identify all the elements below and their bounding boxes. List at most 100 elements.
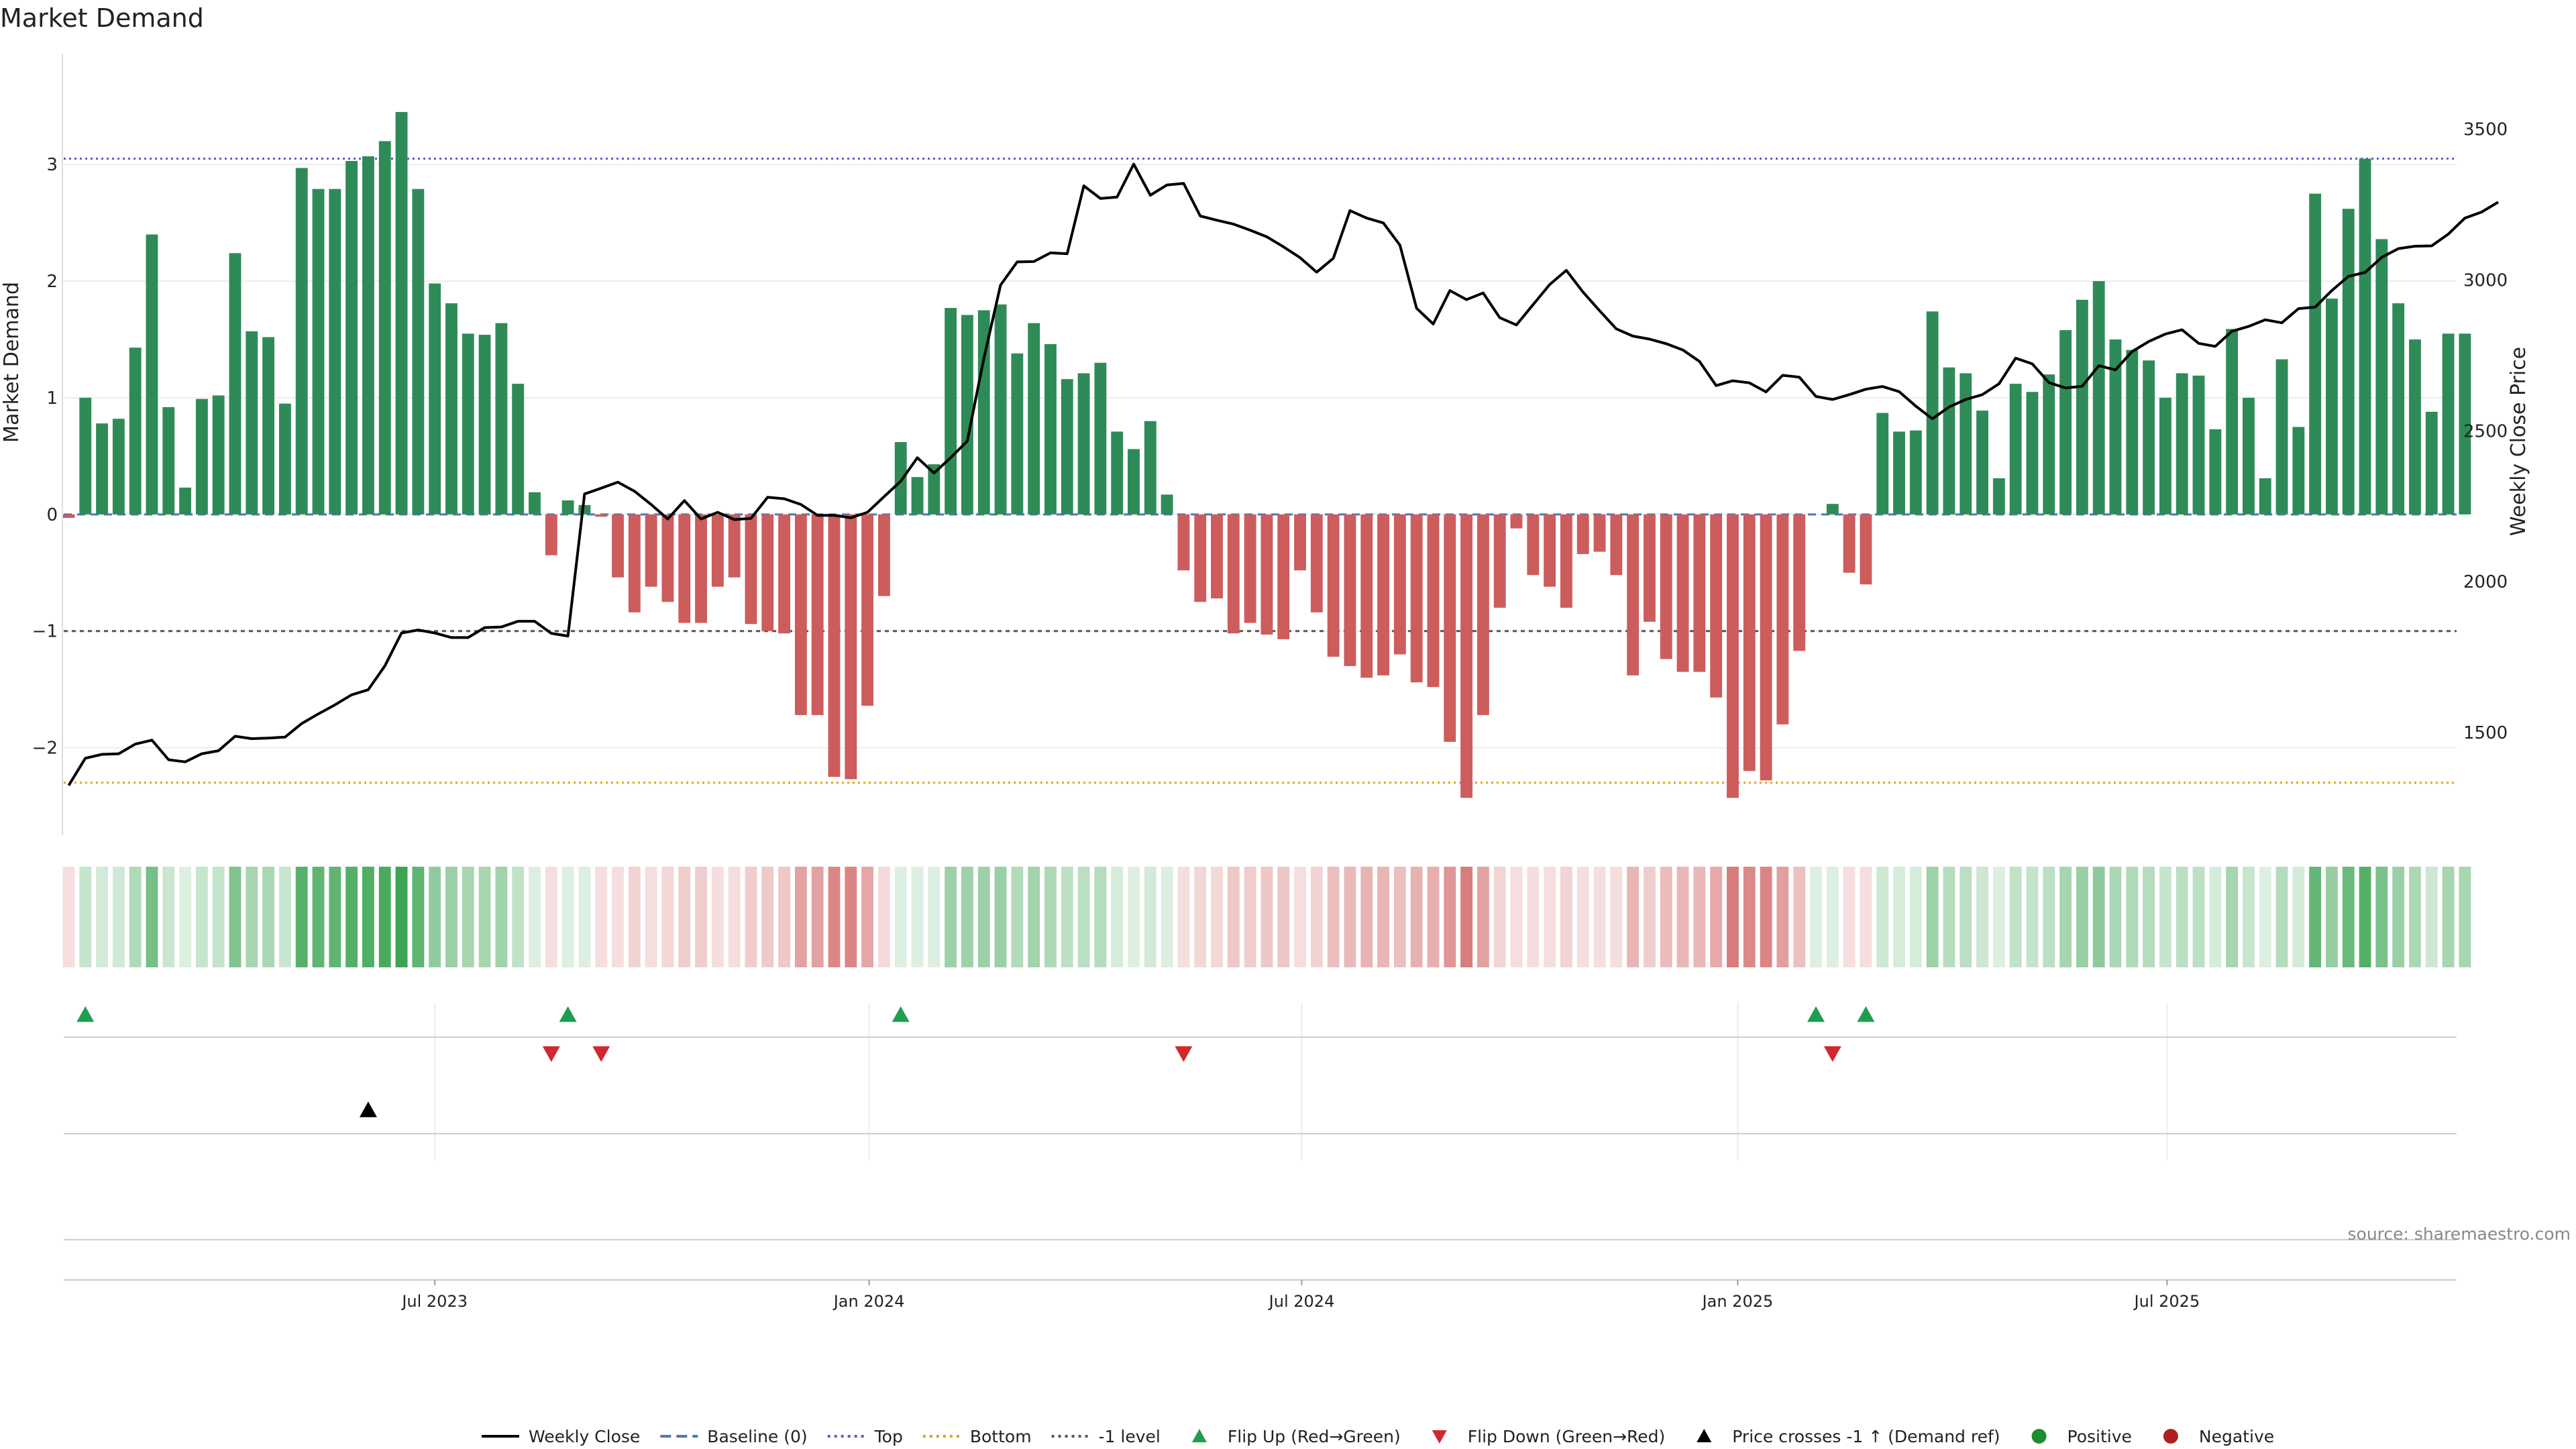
heat-cell-1 (79, 867, 92, 967)
heat-cell-27 (512, 867, 525, 967)
y-tick-label-1: 2 (46, 272, 58, 292)
heat-cell-87 (1510, 867, 1523, 967)
heat-cell-29 (545, 867, 557, 967)
legend-item-3: Bottom (922, 1427, 1032, 1446)
bar-124 (2126, 350, 2139, 515)
heat-cell-91 (1576, 867, 1589, 967)
bar-75 (1310, 514, 1323, 612)
heat-cell-18 (362, 867, 374, 967)
heat-cell-124 (2126, 867, 2139, 967)
heat-cell-75 (1310, 867, 1323, 967)
heat-cell-31 (578, 867, 591, 967)
legend-item-8: Positive (2031, 1427, 2132, 1446)
bar-113 (1943, 367, 1955, 515)
heat-cell-17 (345, 867, 358, 967)
bar-140 (2392, 303, 2405, 515)
bar-14 (295, 168, 308, 515)
heat-cell-106 (1826, 867, 1839, 967)
bar-41 (745, 514, 757, 625)
heat-cell-19 (378, 867, 391, 967)
legend-label-2: Top (874, 1427, 903, 1446)
heat-cell-28 (529, 867, 541, 967)
bar-38 (695, 514, 707, 623)
heat-cell-39 (711, 867, 724, 967)
heat-cell-42 (761, 867, 774, 967)
legend-swatch-6 (1432, 1430, 1447, 1444)
bar-118 (2026, 392, 2039, 515)
bar-131 (2243, 397, 2255, 515)
legend-label-4: -1 level (1099, 1427, 1161, 1446)
bar-51 (911, 477, 924, 515)
heat-cell-104 (1793, 867, 1806, 967)
heat-cell-23 (445, 867, 458, 967)
heat-cell-96 (1660, 867, 1672, 967)
x-tick-label-4: Jul 2025 (2133, 1292, 2200, 1311)
heat-cell-139 (2375, 867, 2388, 967)
y-axis-label: Market Demand (0, 282, 23, 443)
bar-60 (1061, 379, 1073, 515)
y2-tick-label-0: 3500 (2463, 119, 2508, 140)
heat-cell-52 (928, 867, 941, 967)
legend-swatch-5 (1191, 1429, 1207, 1442)
bar-18 (362, 156, 374, 515)
heat-cell-24 (462, 867, 474, 967)
bar-94 (1627, 514, 1640, 676)
bar-57 (1011, 353, 1024, 515)
heat-cell-135 (2309, 867, 2322, 967)
heat-cell-143 (2442, 867, 2455, 967)
bar-120 (2059, 330, 2072, 515)
bar-36 (661, 514, 674, 602)
heat-cell-38 (695, 867, 707, 967)
bar-108 (1860, 514, 1872, 585)
legend-label-5: Flip Up (Red→Green) (1228, 1427, 1401, 1446)
y-tick-label-2: 1 (46, 388, 58, 409)
heat-cell-55 (977, 867, 990, 967)
heat-cell-4 (129, 867, 142, 967)
heat-cell-121 (2076, 867, 2088, 967)
heat-cell-122 (2092, 867, 2105, 967)
bar-25 (478, 335, 491, 515)
bar-89 (1544, 514, 1556, 587)
heat-cell-60 (1061, 867, 1073, 967)
heat-cell-70 (1227, 867, 1240, 967)
heat-cell-95 (1644, 867, 1656, 967)
weekly-close-polyline (67, 162, 2500, 786)
bar-73 (1277, 514, 1290, 639)
bar-39 (711, 514, 724, 587)
heat-cell-36 (661, 867, 674, 967)
bar-35 (645, 514, 657, 587)
heat-strip (62, 867, 2471, 967)
heat-cell-100 (1727, 867, 1739, 967)
legend-item-6: Flip Down (Green→Red) (1432, 1427, 1665, 1446)
bar-17 (345, 160, 358, 515)
heat-cell-144 (2459, 867, 2471, 967)
bar-98 (1693, 514, 1706, 672)
bar-97 (1676, 514, 1689, 672)
heat-cell-48 (861, 867, 874, 967)
bar-11 (246, 331, 258, 515)
bar-116 (1992, 478, 2005, 515)
heat-cell-50 (894, 867, 907, 967)
marker-flip-up-0 (76, 1006, 95, 1022)
heat-cell-123 (2109, 867, 2122, 967)
heat-cell-54 (961, 867, 973, 967)
bar-115 (1976, 411, 1988, 515)
bar-48 (861, 514, 874, 706)
heat-cell-126 (2159, 867, 2171, 967)
bar-59 (1044, 343, 1057, 515)
heat-cell-141 (2409, 867, 2421, 967)
bar-138 (2359, 158, 2371, 515)
heat-cell-66 (1161, 867, 1173, 967)
heat-cell-117 (2009, 867, 2022, 967)
heat-cell-80 (1393, 867, 1406, 967)
bar-21 (412, 189, 425, 515)
heat-cell-137 (2342, 867, 2355, 967)
legend-label-7: Price crosses -1 ↑ (Demand ref) (1732, 1427, 2000, 1446)
bar-117 (2009, 384, 2022, 515)
marker-flip-down-2 (1175, 1046, 1193, 1062)
legend-item-2: Top (827, 1427, 903, 1446)
legend-swatch-9 (2163, 1429, 2178, 1444)
bar-77 (1344, 514, 1356, 666)
bar-84 (1460, 514, 1473, 798)
y2-axis-label: Weekly Close Price (2507, 347, 2530, 536)
